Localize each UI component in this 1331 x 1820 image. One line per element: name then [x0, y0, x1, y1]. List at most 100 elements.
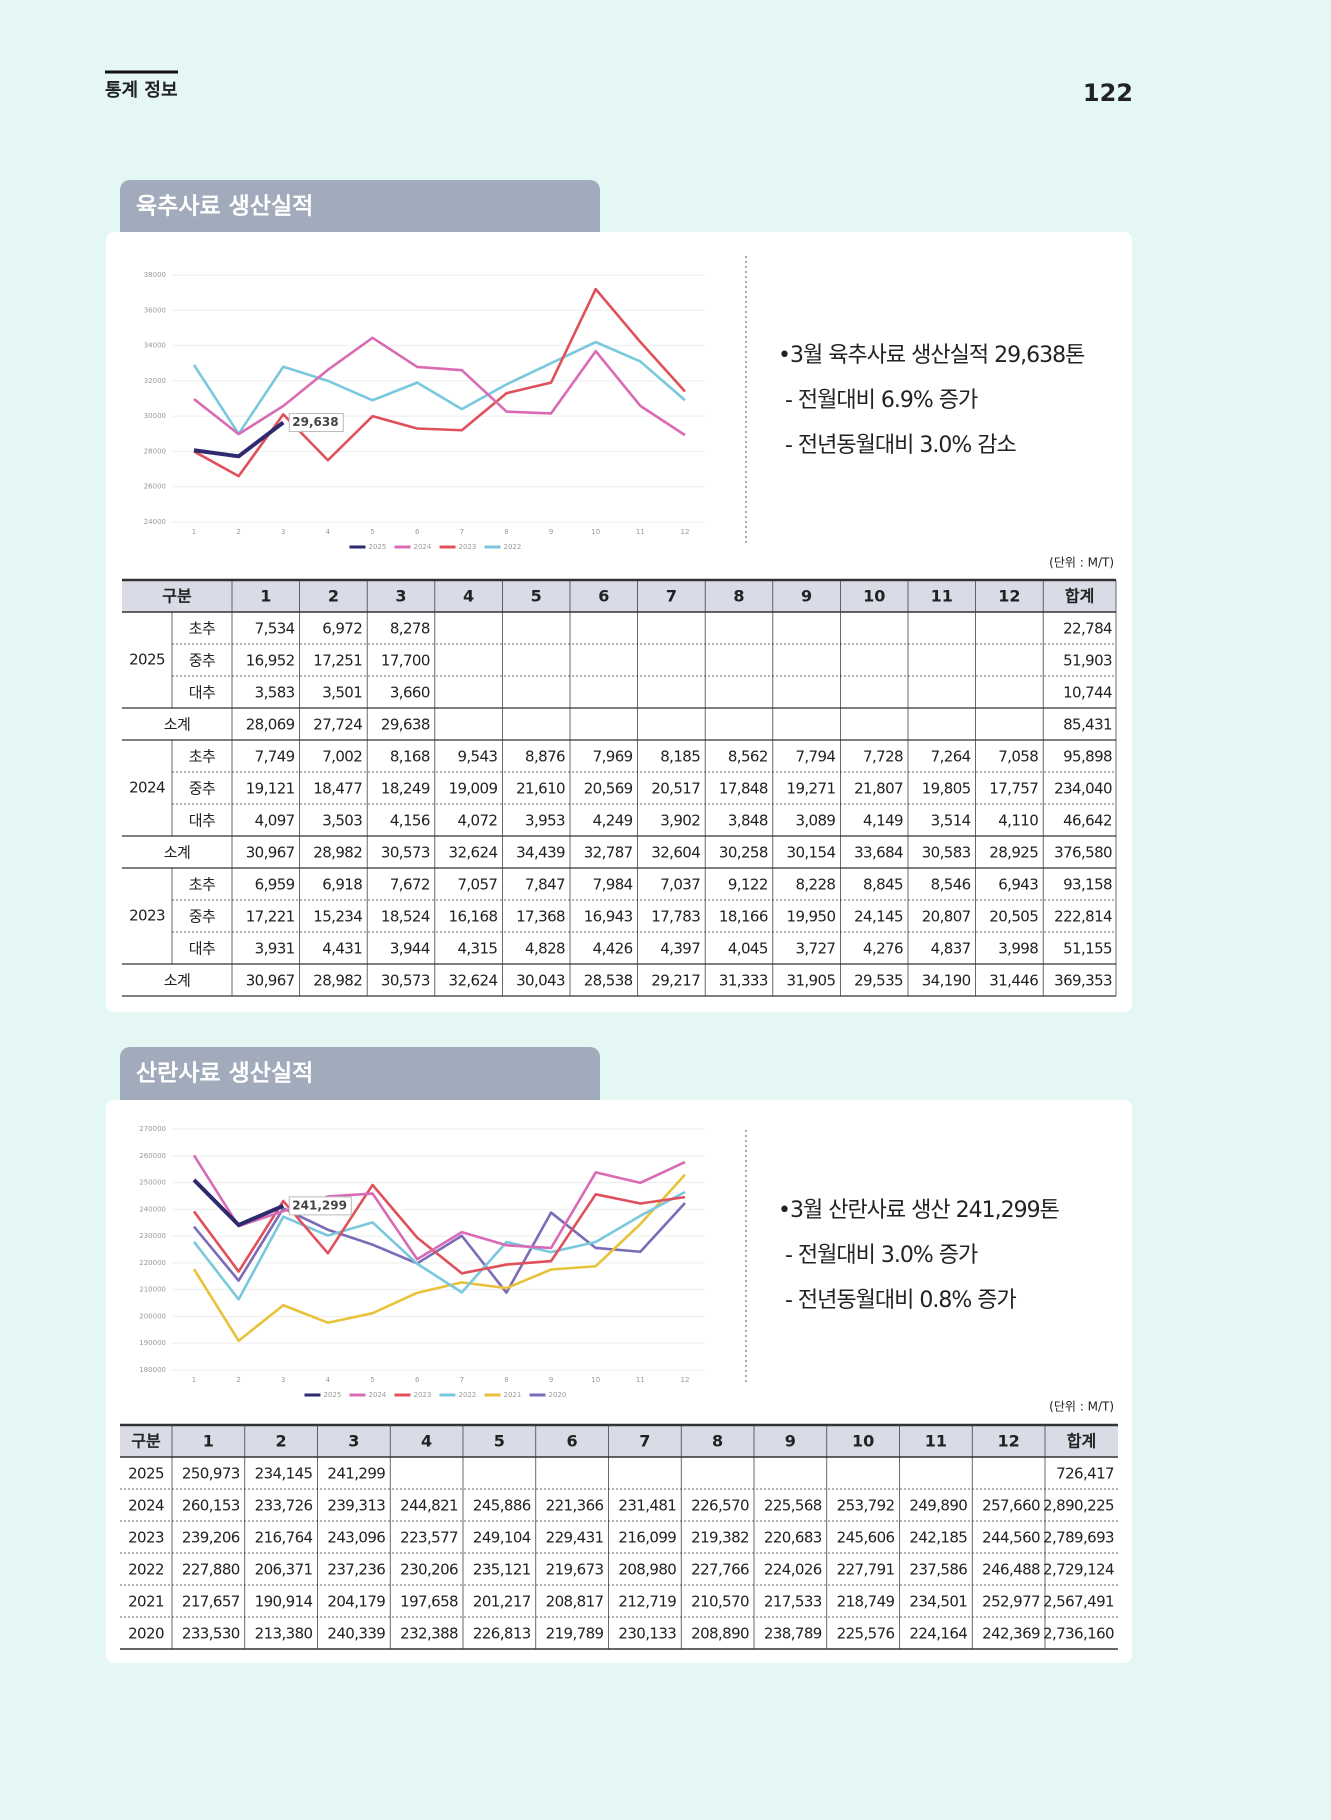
column-header: 12: [997, 1432, 1019, 1451]
column-header: 구분: [162, 587, 192, 606]
column-header: 10: [852, 1432, 874, 1451]
cell: 240,339: [327, 1625, 385, 1643]
cell: 208,980: [618, 1561, 676, 1579]
cell: 16,168: [449, 908, 498, 926]
cell: 8,562: [728, 748, 768, 766]
cell: 3,944: [390, 940, 430, 958]
cell: 4,072: [457, 812, 497, 830]
cell: 4,097: [255, 812, 295, 830]
x-tick-label: 2: [236, 1376, 240, 1384]
annotation-box: [288, 1196, 352, 1216]
cell-total: 2,890,225: [1043, 1497, 1114, 1515]
series-line: [192, 340, 686, 436]
cell: 230,133: [618, 1625, 676, 1643]
x-tick-label: 11: [636, 1376, 645, 1384]
column-header: 5: [494, 1432, 505, 1451]
unit: (단위 : M/T): [1049, 556, 1114, 570]
row-label: 초추: [189, 876, 215, 894]
cell: 197,658: [400, 1593, 458, 1611]
cell-total: 51,903: [1063, 652, 1112, 670]
column-header: 합계: [1065, 587, 1094, 606]
page-number: 122: [1083, 79, 1133, 107]
column-header: 7: [639, 1432, 650, 1451]
x-tick-label: 9: [549, 1376, 553, 1384]
bullet: - 전년동월대비 3.0% 감소: [785, 433, 1016, 458]
cell: 34,439: [516, 844, 565, 862]
cell: 242,369: [982, 1625, 1040, 1643]
cell: 7,264: [931, 748, 971, 766]
cell: 252,977: [982, 1593, 1040, 1611]
column-header: 6: [598, 587, 609, 606]
cell: 217,533: [764, 1593, 822, 1611]
cell: 244,560: [982, 1529, 1040, 1547]
cell: 223,577: [400, 1529, 458, 1547]
cell-total: 2,729,124: [1043, 1561, 1114, 1579]
y-tick-label: 270000: [139, 1125, 166, 1133]
cell: 30,258: [719, 844, 768, 862]
annotation-box: [288, 413, 344, 433]
cell: 227,766: [691, 1561, 749, 1579]
cell: 27,724: [313, 716, 362, 734]
column-header: 합계: [1067, 1432, 1096, 1451]
cell: 229,431: [546, 1529, 604, 1547]
cell-total: 93,158: [1063, 876, 1112, 894]
cell: 221,366: [546, 1497, 604, 1515]
column-header: 4: [421, 1432, 432, 1451]
column-header: 12: [998, 587, 1020, 606]
cell: 19,950: [787, 908, 836, 926]
legend-label: 2025: [369, 543, 387, 551]
y-tick-label: 200000: [139, 1312, 166, 1320]
column-header: 5: [531, 587, 542, 606]
cell: 30,967: [246, 844, 295, 862]
cell: 246,488: [982, 1561, 1040, 1579]
year: 2024: [128, 1497, 164, 1515]
x-tick-label: 8: [504, 1376, 508, 1384]
section-label: 통계 정보: [105, 80, 178, 101]
legend-label: 2023: [459, 543, 477, 551]
cell: 234,145: [255, 1465, 313, 1483]
cell: 227,791: [837, 1561, 895, 1579]
cell: 17,221: [246, 908, 295, 926]
cell: 190,914: [255, 1593, 313, 1611]
cell: 18,477: [313, 780, 362, 798]
year: 2023: [128, 1529, 164, 1547]
cell: 32,624: [449, 844, 498, 862]
column-header: 7: [666, 587, 677, 606]
cell: 232,388: [400, 1625, 458, 1643]
y-tick-label: 180000: [139, 1366, 166, 1374]
x-tick-label: 11: [636, 528, 645, 536]
cell: 231,481: [618, 1497, 676, 1515]
cell: 30,573: [381, 844, 430, 862]
cell: 20,517: [651, 780, 700, 798]
cell: 3,998: [998, 940, 1038, 958]
series-line: [192, 1202, 686, 1294]
cell: 30,583: [922, 844, 971, 862]
cell: 28,069: [246, 716, 295, 734]
cell-total: 2,567,491: [1043, 1593, 1114, 1611]
cell: 201,217: [473, 1593, 531, 1611]
y-tick-label: 38000: [144, 271, 166, 279]
series-line: [193, 287, 686, 478]
cell: 33,684: [854, 844, 903, 862]
cell: 218,749: [837, 1593, 895, 1611]
column-header: 4: [463, 587, 474, 606]
cell: 4,315: [457, 940, 497, 958]
cell: 233,726: [255, 1497, 313, 1515]
cell: 242,185: [909, 1529, 967, 1547]
cell: 224,026: [764, 1561, 822, 1579]
column-header: 11: [931, 587, 953, 606]
cell: 7,057: [457, 876, 497, 894]
header-bg: [122, 580, 1116, 612]
y-tick-label: 30000: [144, 412, 166, 420]
year: 2024: [129, 779, 165, 797]
section-tab: [120, 180, 600, 242]
cell: 244,821: [400, 1497, 458, 1515]
cell: 249,890: [909, 1497, 967, 1515]
y-tick-label: 26000: [144, 483, 166, 491]
column-header: 8: [712, 1432, 723, 1451]
x-tick-label: 6: [415, 528, 420, 536]
cell: 32,604: [651, 844, 700, 862]
cell-total: 2,736,160: [1043, 1625, 1114, 1643]
x-tick-label: 6: [415, 1376, 420, 1384]
